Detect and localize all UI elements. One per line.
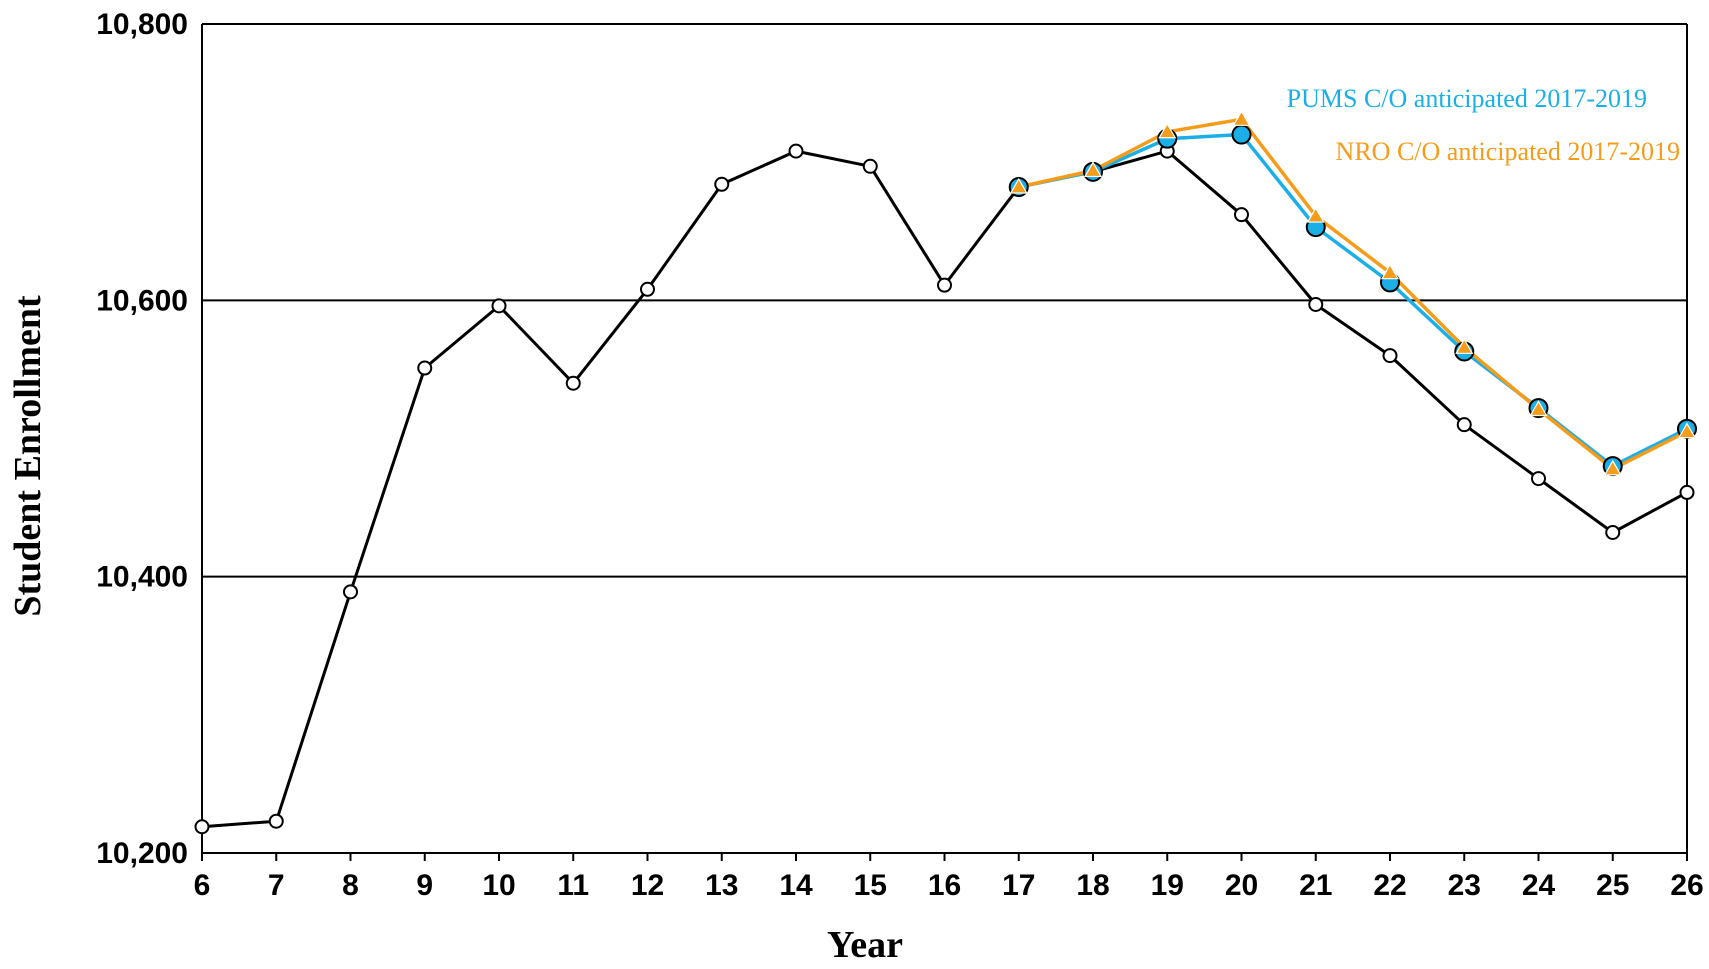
data-point-base — [788, 143, 804, 159]
data-point-base — [1605, 524, 1621, 540]
data-point-pums — [1231, 124, 1252, 145]
data-point-base — [1679, 484, 1695, 500]
data-point-nro — [1529, 400, 1548, 417]
y-tick-label: 10,600 — [96, 284, 188, 317]
data-point-base — [1308, 296, 1324, 312]
x-tick-label: 7 — [268, 869, 285, 902]
data-point-base — [565, 375, 581, 391]
data-point-nro — [1009, 177, 1028, 194]
data-point-nro — [1603, 459, 1622, 476]
data-point-base — [862, 158, 878, 174]
data-point-base — [640, 281, 655, 297]
x-tick-label: 12 — [631, 869, 664, 902]
series-label-pums: PUMS C/O anticipated 2017-2019 — [1287, 84, 1647, 113]
x-tick-label: 16 — [928, 869, 961, 902]
data-point-base — [417, 360, 433, 376]
series-lines — [201, 117, 1688, 829]
x-tick-label: 19 — [1151, 869, 1184, 902]
data-point-nro — [1232, 110, 1251, 126]
x-tick-label: 17 — [1002, 869, 1035, 902]
y-tick-label: 10,800 — [96, 8, 188, 41]
x-tick-label: 24 — [1522, 869, 1556, 902]
data-point-base — [937, 277, 952, 293]
data-point-base — [1234, 207, 1249, 223]
series-labels: PUMS C/O anticipated 2017-2019 NRO C/O an… — [1287, 84, 1680, 166]
x-tick-label: 26 — [1670, 869, 1703, 902]
x-tick-label: 15 — [854, 869, 887, 902]
series-line-2 — [1018, 117, 1688, 471]
data-point-base — [194, 819, 210, 835]
x-tick-label: 21 — [1299, 869, 1332, 902]
data-point-base — [1382, 348, 1398, 364]
series-markers — [194, 110, 1697, 835]
data-point-base — [343, 584, 358, 600]
data-point-base — [1531, 471, 1546, 487]
series-line-0 — [201, 149, 1688, 829]
x-axis-title: Year — [827, 924, 903, 966]
y-axis-title: Student Enrollment — [7, 295, 49, 617]
x-tick-label: 25 — [1596, 869, 1629, 902]
x-tick-labels: 6 7 8 9 10 11 12 13 14 15 16 17 18 19 20 21 22 23 24 25 26 — [194, 869, 1704, 902]
x-tick-label: 13 — [705, 869, 738, 902]
x-tick-label: 6 — [194, 869, 211, 902]
data-point-base — [1456, 417, 1472, 433]
x-tick-label: 18 — [1076, 869, 1109, 902]
data-point-nro — [1306, 206, 1325, 223]
series-label-nro: NRO C/O anticipated 2017-2019 — [1336, 137, 1680, 166]
series-group — [194, 110, 1697, 835]
data-point-base — [714, 176, 730, 192]
x-tick-label: 23 — [1448, 869, 1481, 902]
data-point-base — [491, 298, 507, 314]
x-tick-label: 22 — [1373, 869, 1406, 902]
x-tick-label: 10 — [482, 869, 515, 902]
x-tick-label: 20 — [1225, 869, 1258, 902]
x-tick-label: 11 — [557, 869, 589, 902]
x-tick-label: 9 — [416, 869, 433, 902]
data-point-nro — [1677, 422, 1697, 439]
data-point-nro — [1083, 161, 1103, 178]
data-point-nro — [1158, 122, 1177, 139]
y-tick-labels: 10,200 10,400 10,600 10,800 — [96, 8, 188, 870]
x-tick-label: 14 — [779, 869, 813, 902]
y-tick-label: 10,200 — [96, 837, 188, 870]
data-point-nro — [1380, 263, 1400, 280]
data-point-nro — [1455, 338, 1474, 354]
y-tick-label: 10,400 — [96, 561, 188, 594]
data-point-base — [268, 813, 284, 829]
x-tick-label: 8 — [342, 869, 359, 902]
